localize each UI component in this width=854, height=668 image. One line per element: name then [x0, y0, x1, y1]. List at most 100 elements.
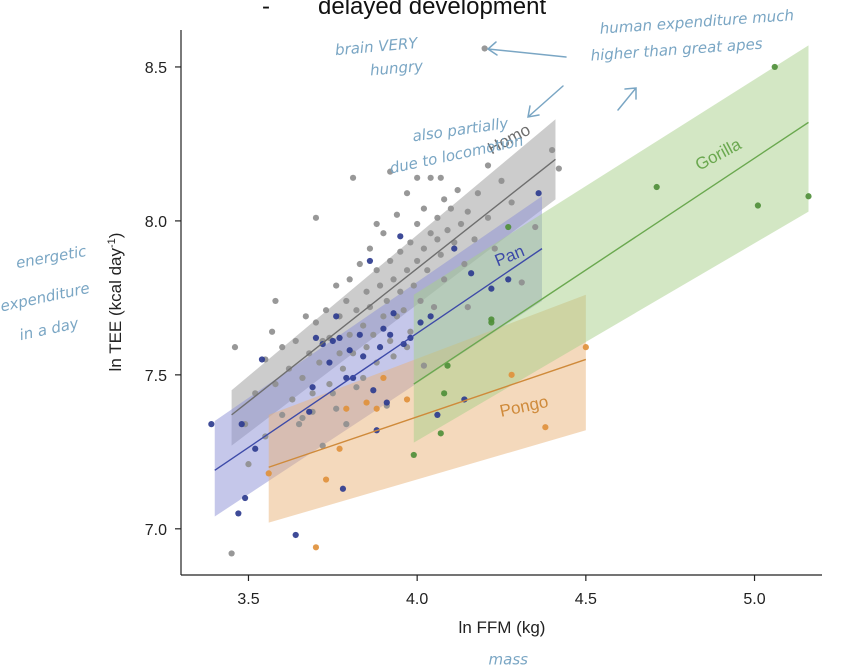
pongo-data-point — [343, 405, 350, 412]
homo-data-point — [380, 230, 387, 237]
pan-data-point — [346, 347, 353, 354]
pan-data-point — [208, 421, 215, 428]
arrow-up-right-icon — [617, 87, 637, 111]
handwritten-note: higher than great apes — [590, 35, 763, 65]
annotation-arrows — [486, 41, 637, 118]
pongo-fit-line — [268, 358, 587, 468]
gorilla-data-point — [805, 193, 812, 200]
homo-data-point — [295, 421, 303, 428]
y-axis-label-superscript: -1 — [106, 238, 118, 248]
fit-lines — [214, 121, 809, 471]
y-axis-label-main: ln TEE (kcal day — [106, 248, 125, 372]
pan-data-point — [366, 257, 374, 265]
homo-data-point — [441, 276, 448, 283]
homo-data-point — [353, 307, 360, 314]
homo-data-point — [302, 313, 309, 320]
pan-data-point — [356, 331, 363, 338]
homo-data-point — [484, 214, 492, 221]
homo-data-point — [316, 359, 323, 366]
pan-data-point — [258, 356, 266, 363]
homo-data-point — [360, 374, 367, 382]
homo-data-point — [484, 162, 492, 169]
homo-data-point — [387, 257, 394, 265]
homo-data-point — [518, 279, 525, 286]
homo-data-point — [457, 220, 465, 228]
homo-data-point — [272, 297, 279, 305]
homo-data-point — [356, 260, 363, 268]
pongo-data-point — [403, 396, 411, 403]
homo-data-point — [373, 220, 380, 228]
pan-data-point — [336, 334, 343, 342]
pan-data-point — [312, 334, 320, 342]
y-ticks: 7.0 7.5 8.0 8.5 — [145, 60, 181, 539]
homo-data-point — [420, 205, 428, 212]
homo-data-point — [397, 288, 404, 295]
homo-data-point — [400, 307, 407, 314]
pan-data-point — [329, 337, 336, 345]
pan-data-point — [380, 325, 387, 332]
homo-data-point — [289, 396, 296, 403]
homo-data-point — [461, 260, 468, 268]
pongo-data-point — [312, 544, 320, 551]
homo-data-point — [343, 421, 350, 428]
handwritten-note: hungry — [369, 57, 425, 80]
homo-data-point — [339, 365, 347, 372]
homo-data-point — [292, 337, 299, 345]
pan-data-point — [397, 233, 404, 240]
homo-data-point — [363, 288, 370, 295]
homo-data-point — [414, 220, 421, 228]
slide-header: - delayed development — [262, 0, 546, 20]
handwritten-note: mass — [489, 650, 529, 668]
gorilla-data-point — [437, 430, 444, 437]
homo-data-point — [228, 550, 235, 557]
homo-data-point — [441, 196, 448, 203]
pan-data-point — [360, 353, 367, 360]
pan-data-point — [339, 485, 347, 492]
pongo-data-point — [265, 470, 272, 477]
pongo-data-point — [322, 476, 330, 483]
homo-data-point — [231, 344, 239, 351]
y-tick-label: 7.5 — [145, 368, 167, 385]
homo-data-point — [299, 374, 306, 382]
homo-data-point — [437, 251, 444, 258]
pan-data-point — [383, 399, 390, 406]
homo-data-point — [333, 282, 340, 289]
homo-data-point — [366, 304, 374, 311]
pan-data-point — [451, 245, 458, 252]
pan-data-point — [400, 340, 407, 348]
homo-data-point — [336, 350, 343, 357]
homo-data-point — [434, 236, 441, 243]
homo-data-point — [420, 362, 428, 369]
pan-data-point — [535, 190, 542, 197]
homo-data-point — [279, 411, 286, 418]
pan-data-point — [235, 510, 242, 517]
homo-data-point — [549, 146, 556, 154]
homo-data-point — [387, 337, 394, 345]
homo-fit-line — [231, 158, 556, 416]
homo-data-point — [464, 208, 471, 215]
homo-data-point — [498, 177, 505, 184]
gorilla-data-point — [410, 451, 417, 459]
pan-data-point — [376, 344, 384, 351]
homo-data-point — [353, 384, 360, 391]
homo-data-point — [430, 304, 438, 311]
x-tick-label: 4.0 — [406, 591, 428, 608]
x-tick-label: 5.0 — [743, 591, 765, 608]
homo-data-point — [410, 282, 417, 289]
pan-fit-line — [214, 248, 543, 471]
homo-data-point — [279, 344, 286, 351]
gorilla-fit-line — [413, 121, 809, 385]
pan-data-point — [306, 408, 313, 415]
homo-data-point — [427, 230, 434, 237]
pan-data-point — [333, 313, 340, 320]
homo-data-point — [312, 319, 320, 326]
pan-data-point — [505, 276, 512, 283]
handwritten-note: human expenditure much — [599, 6, 794, 38]
homo-data-point — [417, 297, 424, 305]
homo-data-point — [397, 248, 404, 255]
arrow-left-icon — [486, 41, 567, 58]
homo-data-point — [360, 322, 367, 329]
homo-data-point — [491, 245, 498, 252]
homo-data-point — [447, 205, 454, 212]
